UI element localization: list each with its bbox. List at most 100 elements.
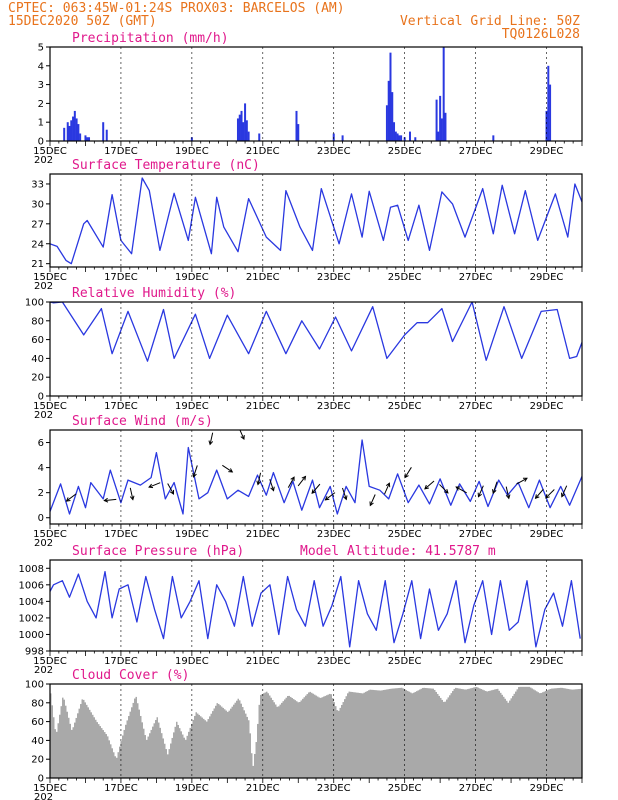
y-tick-label: 27	[31, 219, 44, 230]
precip-bar	[394, 131, 397, 141]
cloud-column	[324, 695, 326, 778]
cloud-column	[486, 691, 488, 778]
wind-arrow-head	[301, 475, 307, 481]
cloud-column	[567, 688, 569, 778]
cloud-column	[246, 716, 248, 778]
cloud-column	[137, 703, 139, 778]
date-tick-label: 27DEC	[459, 529, 493, 540]
cloud-column	[477, 687, 479, 778]
year-sublabel: 202	[34, 281, 53, 292]
precip-bar	[88, 137, 91, 141]
cloud-column	[372, 689, 374, 778]
cloud-column	[374, 690, 376, 778]
cloud-column	[362, 693, 364, 778]
precip-bar	[238, 114, 241, 141]
cloud-column	[140, 715, 142, 778]
cloud-column	[284, 699, 286, 778]
wind-arrow	[256, 472, 262, 486]
cloud-column	[183, 737, 185, 778]
cloud-column	[141, 722, 143, 778]
year-sublabel: 202	[34, 155, 53, 166]
date-tick-label: 23DEC	[317, 529, 351, 540]
cloud-column	[536, 691, 538, 778]
date-tick-label: 23DEC	[317, 656, 351, 667]
cloud-column	[327, 694, 329, 778]
wind-arrow-shaft	[269, 479, 275, 491]
y-tick-label: 33	[31, 179, 44, 190]
date-tick-label: 17DEC	[104, 146, 138, 157]
wind-arrow	[287, 476, 295, 488]
cloud-column	[417, 690, 419, 778]
cloud-column	[560, 687, 562, 778]
cloud-column	[224, 709, 226, 778]
cloud-column	[500, 692, 502, 778]
cloud-column	[234, 702, 236, 778]
cloud-column	[569, 689, 571, 778]
precip-bar	[297, 124, 300, 141]
precip-bar	[84, 135, 87, 141]
cloud-column	[395, 688, 397, 778]
cloud-column	[410, 692, 412, 778]
y-tick-label: 998	[25, 647, 44, 658]
cloud-column	[201, 717, 203, 778]
cloud-column	[228, 710, 230, 778]
cloud-column	[267, 693, 269, 778]
cloud-column	[95, 719, 97, 778]
date-tick-label: 27DEC	[459, 401, 493, 412]
precip-bar	[444, 112, 447, 141]
y-tick-label: 21	[31, 259, 44, 270]
cloud-column	[270, 697, 272, 778]
cloud-column	[239, 700, 241, 778]
cloud-column	[524, 686, 526, 778]
cloud-column	[359, 692, 361, 778]
cloud-column	[167, 754, 169, 778]
precip-bar	[245, 120, 248, 141]
cloud-column	[440, 697, 442, 778]
cloud-column	[302, 698, 304, 778]
date-tick-label: 19DEC	[175, 783, 209, 794]
cloud-column	[68, 717, 70, 778]
precip-bar	[437, 131, 440, 141]
cloud-column	[237, 698, 239, 778]
wind-arrow-shaft	[404, 467, 412, 478]
cloud-column	[381, 690, 383, 778]
cloud-column	[579, 688, 581, 778]
cloud-column	[117, 752, 119, 778]
cloud-column	[363, 692, 365, 778]
cloud-column	[80, 704, 82, 778]
cloud-column	[549, 688, 551, 778]
cloud-column	[221, 706, 223, 778]
y-tick-label: 60	[31, 717, 44, 728]
wind-arrow-head	[148, 483, 154, 489]
cloud-column	[321, 697, 323, 778]
cloud-column	[317, 696, 319, 778]
wind-arrow	[384, 482, 391, 495]
date-tick-label: 25DEC	[388, 401, 422, 412]
precip-bar	[403, 137, 406, 141]
y-tick-label: 0	[38, 392, 44, 403]
precip-bar	[414, 137, 417, 141]
wind-arrow-shaft	[311, 483, 321, 494]
panels: 0 1 2 3 4 5 15DEC 17DEC 19DEC 21DEC 23DEC 25DEC 27DE…	[19, 31, 583, 800]
date-tick-label: 27DEC	[459, 656, 493, 667]
cloud-column	[543, 691, 545, 778]
cloud-column	[383, 690, 385, 778]
wind-arrow	[324, 492, 336, 501]
date-tick-label: 21DEC	[246, 529, 280, 540]
cloud-column	[542, 692, 544, 778]
cloud-column	[65, 705, 67, 778]
cloud-column	[135, 696, 137, 778]
date-tick-label: 17DEC	[104, 401, 138, 412]
wind-arrow-shaft	[66, 493, 77, 502]
cloud-column	[180, 731, 182, 778]
wind-arrow	[103, 497, 117, 503]
wind-arrow-shaft	[239, 430, 245, 440]
date-tick-label: 27DEC	[459, 783, 493, 794]
cloud-column	[465, 689, 467, 778]
temp-title: Surface Temperature (nC)	[72, 158, 260, 173]
cloud-column	[531, 688, 533, 778]
cloud-column	[240, 703, 242, 778]
cloud-column	[530, 687, 532, 778]
cloud-column	[537, 692, 539, 778]
cloud-column	[461, 688, 463, 778]
